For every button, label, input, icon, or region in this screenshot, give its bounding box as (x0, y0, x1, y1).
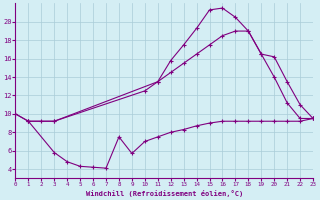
X-axis label: Windchill (Refroidissement éolien,°C): Windchill (Refroidissement éolien,°C) (86, 190, 243, 197)
